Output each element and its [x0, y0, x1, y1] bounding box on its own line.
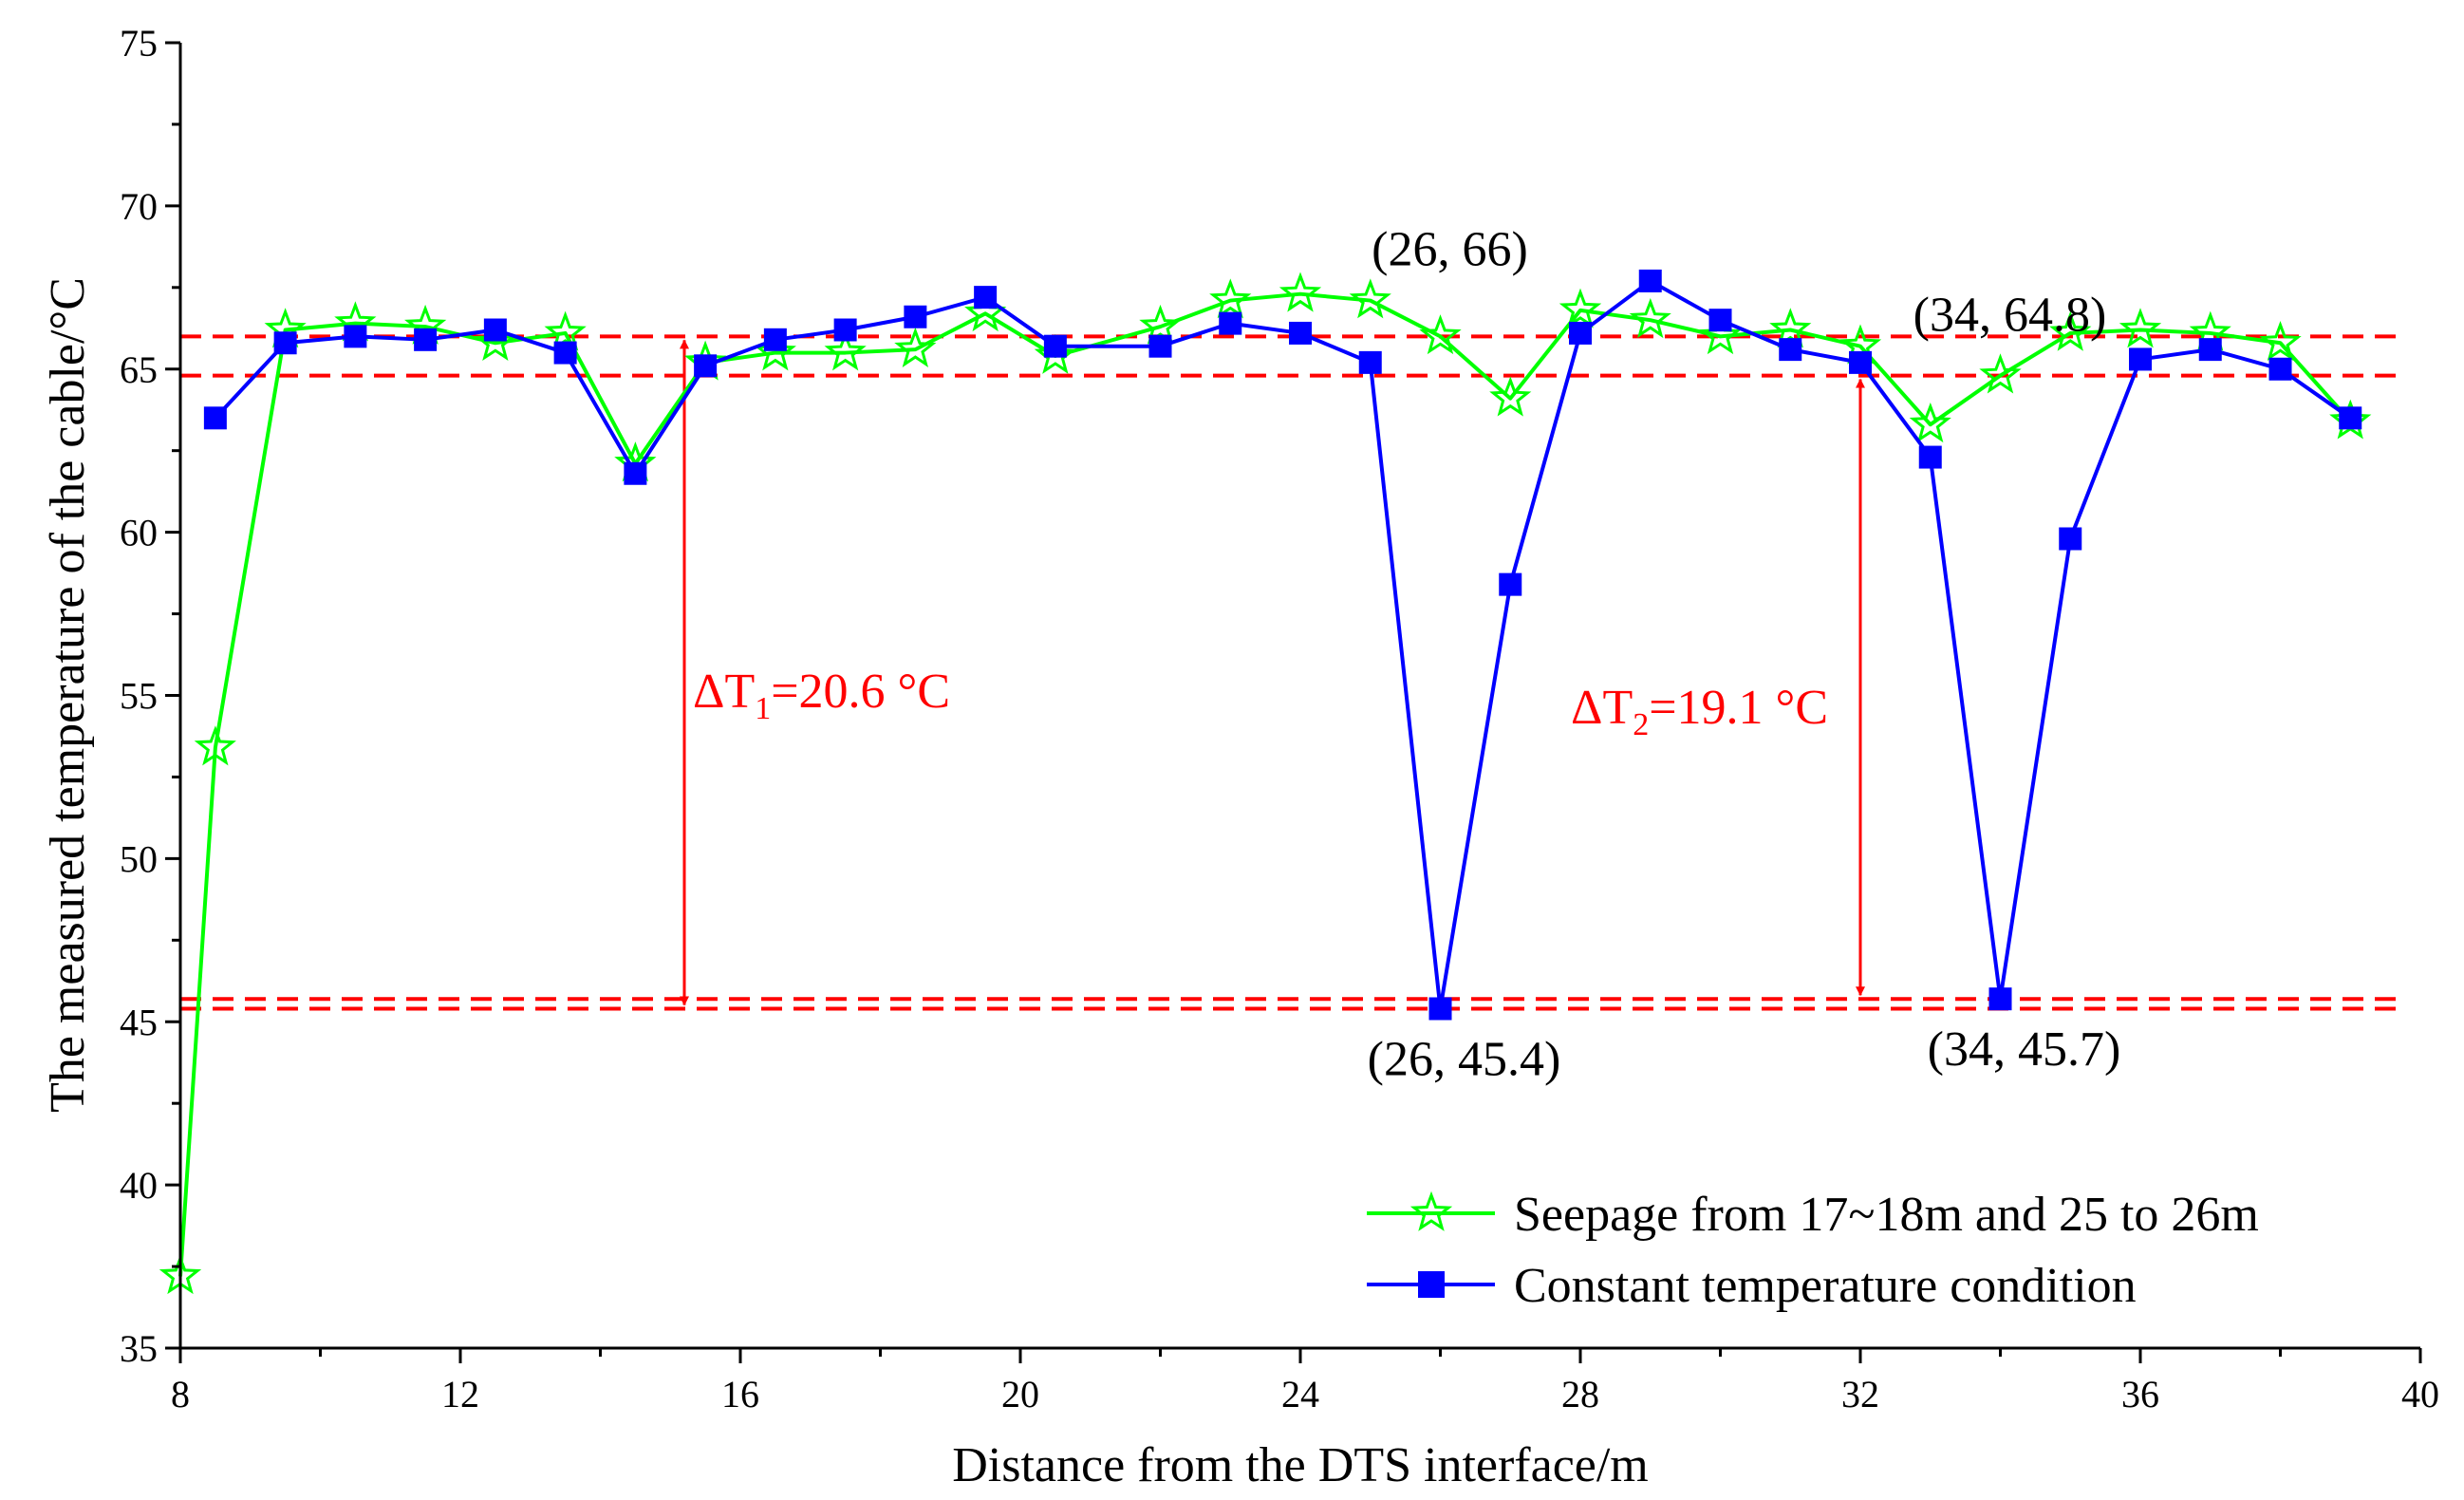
data-point-constant	[833, 318, 857, 342]
data-point-constant	[1043, 334, 1067, 358]
data-point-seepage	[1489, 376, 1532, 417]
data-point-constant	[1499, 572, 1522, 596]
delta-arrows	[680, 339, 1865, 1006]
data-point-seepage	[1419, 314, 1462, 355]
y-tick-label: 40	[120, 1164, 158, 1207]
data-point-seepage	[1629, 297, 1671, 339]
data-point-seepage	[894, 327, 937, 367]
data-point-constant	[1428, 997, 1452, 1021]
y-tick-label: 50	[120, 837, 158, 880]
data-point-seepage	[1139, 304, 1182, 345]
data-point-constant	[1358, 350, 1382, 374]
data-point-seepage	[1209, 278, 1252, 319]
data-point-seepage	[194, 725, 236, 766]
data-point-constant	[2129, 347, 2152, 371]
ticks: 8 12 16 20 24 28 32 36 40 35 40 45 50 55 60 65 70 75	[120, 22, 2439, 1416]
data-point-constant	[1638, 269, 1662, 292]
data-point-constant	[1779, 338, 1802, 362]
x-tick-label: 20	[1001, 1373, 1039, 1416]
x-tick-label: 40	[2401, 1373, 2439, 1416]
series-line-seepage	[178, 291, 2352, 1277]
data-point-constant	[904, 305, 927, 328]
legend: Seepage from 17~18m and 25 to 26m Consta…	[1367, 1188, 2259, 1313]
axes: 8 12 16 20 24 28 32 36 40 35 40 45 50 55 60 65 70 75	[120, 22, 2439, 1416]
data-point-seepage	[1349, 278, 1391, 319]
data-point-constant	[1289, 321, 1312, 345]
delta-label: ΔT1=20.6 °C	[693, 665, 950, 726]
data-point-constant	[763, 328, 787, 351]
point-label: (34, 64.8)	[1913, 289, 2107, 343]
x-axis-title: Distance from the DTS interface/m	[952, 1438, 1649, 1492]
data-point-constant	[694, 354, 718, 378]
legend-label-constant: Constant temperature condition	[1514, 1259, 2137, 1313]
data-point-constant	[483, 318, 507, 342]
data-point-constant	[203, 406, 227, 430]
series-seepage	[159, 272, 2372, 1295]
data-point-constant	[1708, 309, 1732, 332]
series-layer	[159, 269, 2372, 1295]
data-point-constant	[2268, 357, 2292, 381]
data-point-seepage	[754, 330, 796, 371]
y-tick-label: 45	[120, 1001, 158, 1043]
legend-marker-constant	[1418, 1271, 1445, 1298]
data-point-constant	[1219, 311, 1242, 335]
legend-marker-seepage	[1409, 1191, 1453, 1231]
point-label: (34, 45.7)	[1928, 1022, 2121, 1077]
data-point-seepage	[1559, 288, 1602, 328]
y-tick-label: 35	[120, 1327, 158, 1370]
series-line-constant	[214, 278, 2352, 1011]
y-axis-title: The measured temperature of the cable/°C	[41, 277, 95, 1113]
data-point-constant	[2339, 406, 2362, 430]
data-point-seepage	[1769, 308, 1812, 348]
reference-lines	[180, 334, 2406, 1011]
data-point-constant	[414, 328, 438, 351]
y-tick-label: 55	[120, 675, 158, 718]
data-point-constant	[1849, 350, 1872, 374]
data-point-seepage	[474, 321, 516, 362]
point-label: (26, 45.4)	[1368, 1033, 1561, 1087]
y-tick-label: 70	[120, 185, 158, 228]
data-point-constant	[344, 325, 367, 348]
delta-labels: ΔT1=20.6 °C ΔT2=19.1 °C	[693, 665, 1828, 742]
point-labels: (26, 66) (34, 64.8) (26, 45.4) (34, 45.7)	[1368, 222, 2121, 1086]
data-point-constant	[2198, 338, 2222, 362]
x-tick-label: 36	[2121, 1373, 2159, 1416]
legend-label-seepage: Seepage from 17~18m and 25 to 26m	[1514, 1188, 2259, 1242]
x-tick-label: 28	[1561, 1373, 1599, 1416]
data-point-seepage	[2049, 310, 2092, 351]
data-point-constant	[624, 461, 647, 485]
data-point-seepage	[544, 310, 587, 351]
data-point-constant	[1918, 445, 1942, 469]
x-tick-label: 12	[441, 1373, 479, 1416]
data-point-constant	[2059, 527, 2082, 551]
data-point-seepage	[1699, 314, 1742, 355]
data-point-seepage	[1034, 333, 1076, 374]
x-tick-label: 8	[171, 1373, 190, 1416]
y-tick-label: 75	[120, 22, 158, 65]
data-point-constant	[1569, 321, 1592, 345]
data-point-seepage	[2119, 308, 2162, 348]
x-tick-label: 24	[1281, 1373, 1319, 1416]
delta-label: ΔT2=19.1 °C	[1571, 681, 1828, 742]
data-point-seepage	[1279, 272, 1322, 312]
y-tick-label: 60	[120, 512, 158, 554]
x-tick-label: 16	[721, 1373, 759, 1416]
data-point-seepage	[2259, 321, 2302, 362]
data-point-seepage	[1909, 402, 1951, 443]
x-tick-label: 32	[1841, 1373, 1879, 1416]
data-point-constant	[1988, 987, 2012, 1011]
data-point-constant	[1148, 334, 1172, 358]
data-point-seepage	[824, 330, 867, 371]
point-label: (26, 66)	[1372, 222, 1528, 276]
data-point-constant	[273, 331, 297, 355]
data-point-constant	[553, 341, 577, 365]
series-constant	[203, 269, 2362, 1021]
y-tick-label: 65	[120, 348, 158, 391]
data-point-constant	[974, 286, 998, 309]
data-point-seepage	[1979, 353, 2022, 394]
